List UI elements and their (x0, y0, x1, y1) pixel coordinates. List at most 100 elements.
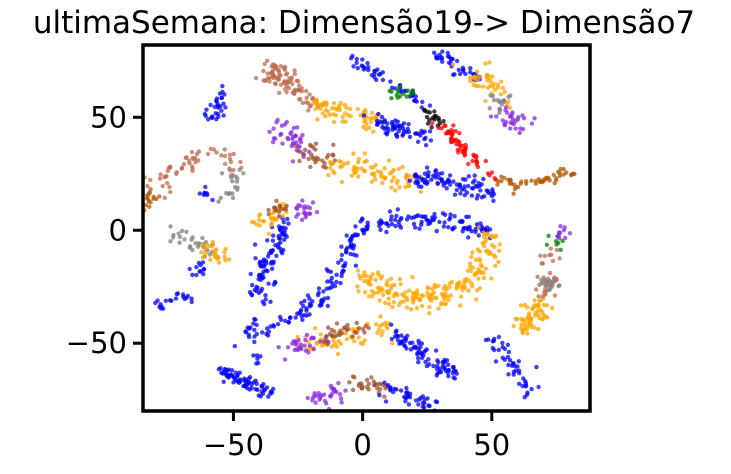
data-point (243, 329, 249, 335)
data-point (496, 248, 502, 253)
data-point (230, 195, 236, 201)
data-point (147, 190, 152, 196)
data-point (360, 327, 366, 332)
data-point (168, 164, 173, 169)
data-point (552, 293, 558, 298)
data-point (356, 157, 361, 162)
data-point (283, 226, 288, 231)
data-point (339, 244, 344, 249)
data-point (327, 331, 333, 337)
data-point (450, 227, 455, 232)
data-point (218, 366, 223, 371)
data-point (369, 73, 375, 78)
data-point (447, 284, 452, 290)
data-point (446, 297, 451, 303)
data-point (282, 357, 288, 362)
data-point (396, 123, 402, 129)
data-point (468, 78, 473, 84)
data-point (389, 170, 395, 175)
data-point (155, 298, 160, 303)
data-point (256, 290, 262, 296)
data-point (222, 153, 228, 159)
data-point (283, 232, 288, 238)
data-point (508, 93, 513, 98)
data-point (284, 71, 290, 76)
data-point (343, 331, 348, 336)
data-point (269, 259, 274, 265)
data-point (256, 217, 262, 223)
data-point (489, 234, 494, 240)
cluster-blue (187, 260, 207, 278)
data-point (444, 186, 449, 191)
data-point (238, 377, 243, 382)
cluster-purple (305, 380, 348, 412)
data-point (391, 300, 397, 305)
cluster-orange (326, 151, 424, 194)
data-point (475, 164, 481, 170)
data-point (327, 112, 333, 118)
data-point (376, 220, 382, 225)
data-point (476, 276, 481, 281)
data-point (292, 347, 297, 353)
cluster-blue (361, 111, 434, 148)
data-point (243, 383, 248, 389)
data-point (518, 303, 524, 308)
data-point (321, 289, 326, 294)
data-point (447, 173, 453, 178)
data-point (320, 299, 325, 304)
data-point (321, 164, 326, 169)
data-point (556, 230, 562, 235)
data-point (190, 247, 195, 253)
data-point (378, 276, 384, 281)
data-point (519, 179, 524, 184)
data-point (204, 246, 209, 251)
data-point (542, 253, 548, 259)
data-point (328, 278, 333, 284)
scatter-points (142, 49, 577, 413)
data-point (422, 400, 427, 406)
data-point (522, 116, 527, 121)
data-point (389, 185, 394, 190)
data-point (419, 214, 424, 219)
data-point (362, 151, 367, 156)
data-point (386, 301, 392, 307)
data-point (483, 266, 488, 271)
data-point (277, 90, 282, 96)
data-point (263, 293, 268, 298)
data-point (376, 272, 381, 277)
data-point (200, 235, 205, 241)
data-point (393, 223, 398, 229)
data-point (257, 259, 263, 264)
data-point (273, 136, 278, 141)
data-point (322, 161, 327, 166)
data-point (389, 89, 394, 94)
data-point (375, 330, 380, 335)
cluster-blue (216, 366, 276, 399)
data-point (304, 332, 310, 338)
data-point (524, 179, 529, 184)
data-point (197, 191, 202, 196)
data-point (526, 313, 531, 318)
data-point (260, 218, 265, 224)
data-point (218, 195, 223, 201)
data-point (329, 106, 335, 111)
x-axis: −50 0 50 (203, 411, 510, 462)
data-point (342, 161, 347, 166)
data-point (213, 111, 218, 116)
data-point (216, 260, 222, 265)
data-point (419, 293, 424, 298)
cluster-brown (347, 374, 391, 399)
data-point (511, 323, 516, 329)
data-point (536, 312, 541, 318)
data-point (286, 221, 291, 226)
data-point (163, 174, 168, 179)
data-point (509, 112, 514, 117)
data-point (403, 399, 408, 404)
data-point (396, 128, 401, 134)
data-point (331, 119, 337, 125)
data-point (393, 217, 398, 222)
data-point (276, 77, 281, 82)
data-point (287, 76, 292, 81)
data-point (483, 158, 488, 164)
data-point (508, 177, 513, 182)
